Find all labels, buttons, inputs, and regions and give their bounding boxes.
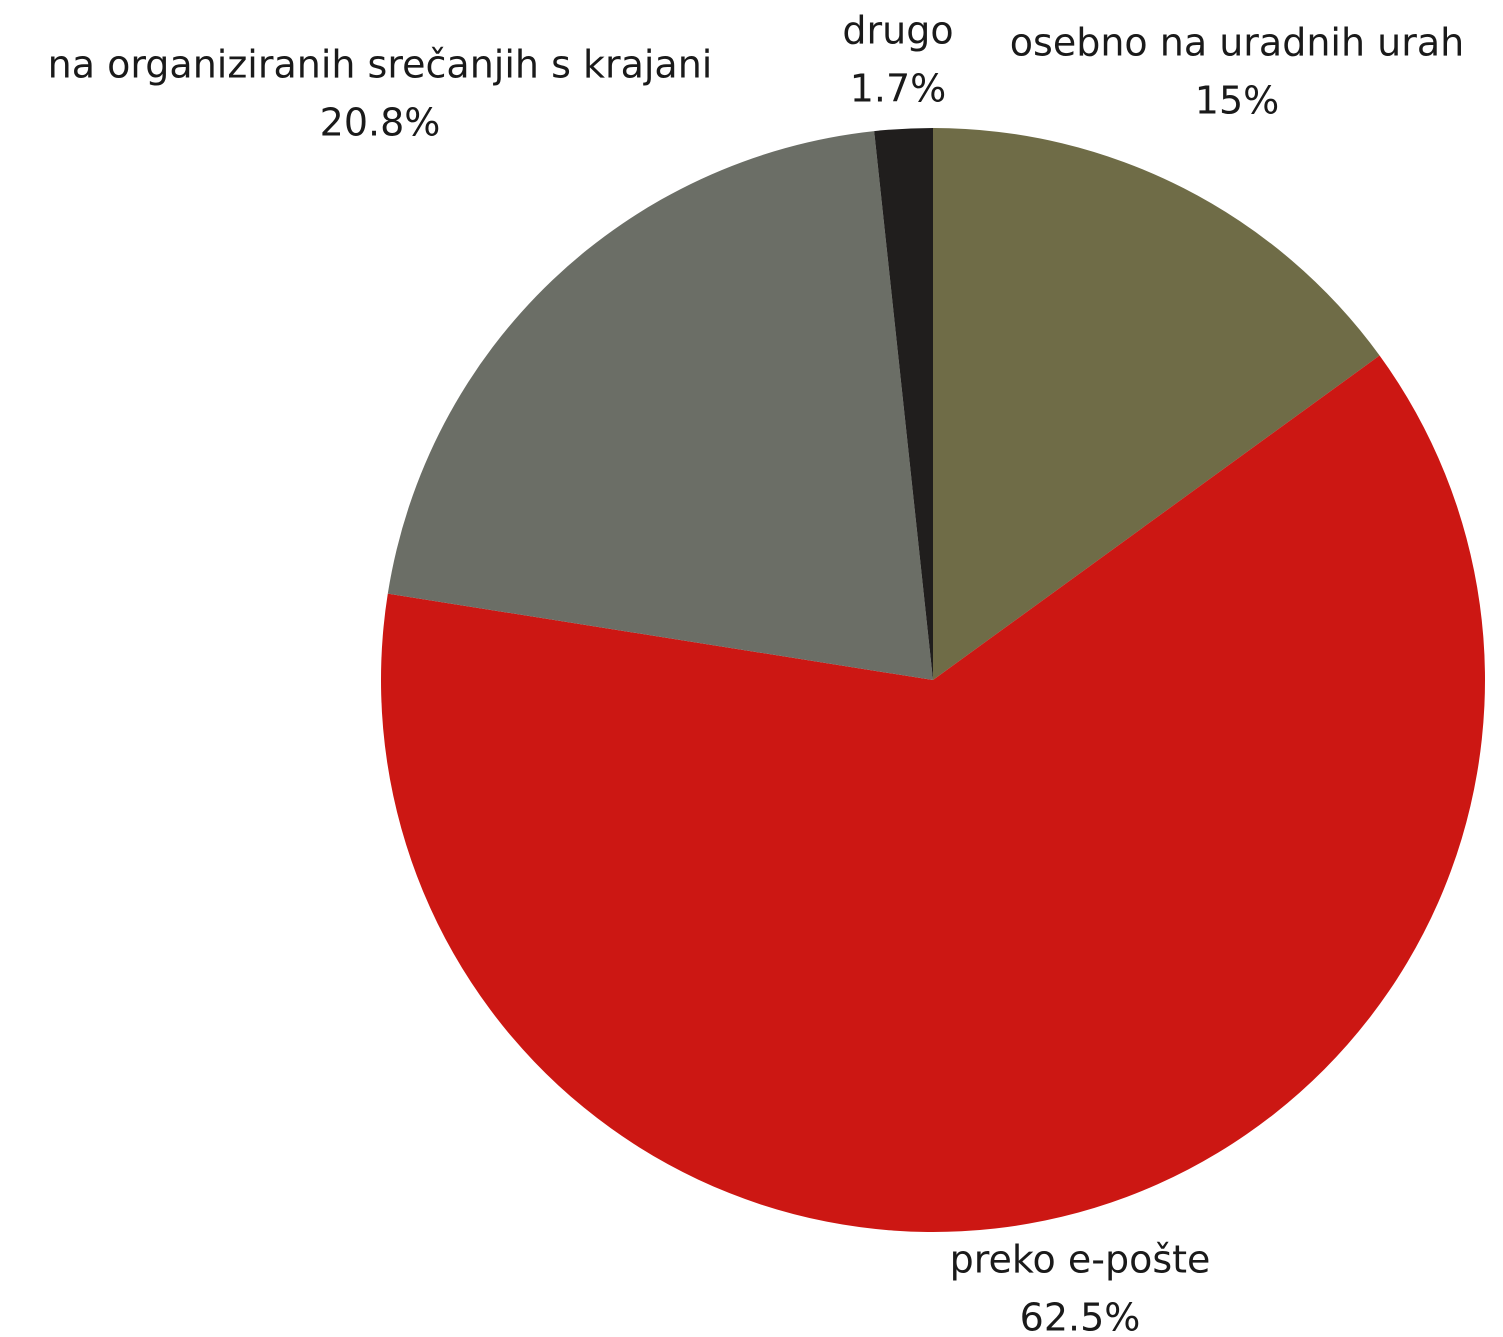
slice-label: osebno na uradnih urah — [1010, 21, 1464, 65]
slice-value-label: 1.7% — [850, 67, 947, 111]
slice-value-label: 20.8% — [320, 101, 441, 145]
slice-label: preko e-pošte — [950, 1238, 1211, 1282]
pie-slice — [381, 355, 1486, 1232]
slice-label: drugo — [842, 9, 953, 53]
slice-value-label: 62.5% — [1020, 1296, 1141, 1337]
pie-slice — [874, 128, 933, 680]
slice-value-label: 15% — [1195, 79, 1279, 123]
slice-label: na organiziranih srečanjih s krajani — [48, 43, 713, 87]
pie-slice — [387, 131, 934, 680]
pie-slice — [933, 128, 1380, 680]
